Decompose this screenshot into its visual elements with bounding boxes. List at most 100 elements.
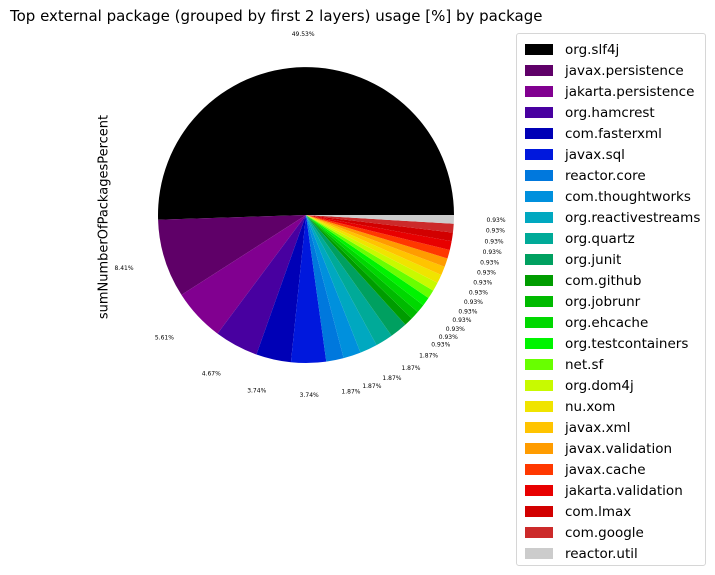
- data-label-javax-persistence: 8.41%: [114, 265, 133, 272]
- pie-slice-org-slf4j: [158, 67, 455, 220]
- legend-swatch: [525, 65, 553, 76]
- pie-slice-com-lmax: [306, 215, 453, 242]
- data-label-javax-sql: 3.74%: [300, 392, 319, 399]
- legend-swatch: [525, 422, 553, 433]
- legend-entry: reactor.util: [525, 543, 705, 564]
- pie-slice-org-hamcrest: [217, 215, 306, 355]
- legend-swatch: [525, 485, 553, 496]
- legend-swatch: [525, 170, 553, 181]
- data-label-com-lmax: 0.93%: [485, 238, 504, 245]
- legend-label: com.lmax: [565, 503, 632, 520]
- pie-slice-javax-cache: [306, 215, 450, 259]
- data-label-org-quartz: 1.87%: [401, 365, 420, 372]
- legend-swatch: [525, 443, 553, 454]
- pie-chart: 49.53%8.41%5.61%4.67%3.74%3.74% 1.87%1.87…: [114, 31, 505, 399]
- data-label-org-ehcache: 0.93%: [446, 326, 465, 333]
- legend-entry: org.testcontainers: [525, 333, 705, 354]
- legend-label: org.junit: [565, 251, 622, 268]
- legend-swatch: [525, 107, 553, 118]
- legend-label: com.github: [565, 272, 642, 289]
- legend-entry: org.junit: [525, 249, 705, 270]
- legend-label: net.sf: [565, 356, 604, 373]
- legend-entry: org.reactivestreams: [525, 207, 705, 228]
- legend-label: org.quartz: [565, 230, 635, 247]
- data-label-com-thoughtworks: 1.87%: [362, 383, 381, 390]
- data-label-com-fasterxml: 3.74%: [247, 388, 266, 395]
- legend-swatch: [525, 359, 553, 370]
- legend-entry: javax.xml: [525, 417, 705, 438]
- legend-swatch: [525, 380, 553, 391]
- legend-label: org.hamcrest: [565, 104, 655, 121]
- legend-label: jakarta.validation: [565, 482, 683, 499]
- legend-label: javax.sql: [565, 146, 625, 163]
- legend-entry: org.dom4j: [525, 375, 705, 396]
- pie-slice-com-google: [306, 215, 454, 233]
- data-label-javax-cache: 0.93%: [480, 259, 499, 266]
- legend-entry: com.thoughtworks: [525, 186, 705, 207]
- pie-slice-org-ehcache: [306, 215, 424, 313]
- legend-entry: net.sf: [525, 354, 705, 375]
- pie-slice-javax-persistence: [158, 215, 306, 295]
- legend-entry: javax.sql: [525, 144, 705, 165]
- legend-swatch: [525, 275, 553, 286]
- legend-label: javax.validation: [565, 440, 673, 457]
- pie-slice-com-github: [306, 215, 412, 325]
- legend-swatch: [525, 254, 553, 265]
- legend-entry: org.quartz: [525, 228, 705, 249]
- data-label-com-github: 0.93%: [431, 342, 450, 349]
- pie-slice-jakarta-persistence: [181, 215, 306, 334]
- legend-label: org.reactivestreams: [565, 209, 701, 226]
- legend-swatch: [525, 233, 553, 244]
- legend-swatch: [525, 44, 553, 55]
- pie-slice-nu-xom: [306, 215, 442, 283]
- legend-entry: jakarta.validation: [525, 480, 705, 501]
- pie-slice-org-quartz: [306, 215, 392, 346]
- pie-slice-org-dom4j: [306, 215, 438, 291]
- legend-label: org.jobrunr: [565, 293, 641, 310]
- data-label-org-hamcrest: 4.67%: [202, 371, 221, 378]
- legend-entry: org.slf4j: [525, 39, 705, 60]
- legend-swatch: [525, 212, 553, 223]
- pie-slice-org-jobrunr: [306, 215, 418, 319]
- legend-entry: nu.xom: [525, 396, 705, 417]
- data-label-org-slf4j: 49.53%: [292, 31, 315, 38]
- pie-slice-javax-validation: [306, 215, 448, 267]
- legend-entry: org.ehcache: [525, 312, 705, 333]
- legend-swatch: [525, 338, 553, 349]
- legend-swatch: [525, 464, 553, 475]
- data-label-jakarta-persistence: 5.61%: [155, 335, 174, 342]
- legend-swatch: [525, 527, 553, 538]
- pie-slice-jakarta-validation: [306, 215, 452, 250]
- pie-slice-reactor-core: [306, 215, 344, 362]
- data-label-org-testcontainers: 0.93%: [452, 317, 471, 324]
- legend-entry: javax.persistence: [525, 60, 705, 81]
- data-label-javax-validation: 0.93%: [477, 270, 496, 277]
- data-label-jakarta-validation: 0.93%: [483, 249, 502, 256]
- legend-entry: reactor.core: [525, 165, 705, 186]
- pie-slice-javax-xml: [306, 215, 445, 275]
- pie-slice-org-reactivestreams: [306, 215, 377, 353]
- pie-slice-javax-sql: [290, 215, 327, 363]
- legend-entry: javax.cache: [525, 459, 705, 480]
- legend-label: javax.persistence: [565, 62, 684, 79]
- pie-slice-org-junit: [306, 215, 406, 336]
- data-label-javax-xml: 0.93%: [473, 280, 492, 287]
- legend-entry: com.google: [525, 522, 705, 543]
- data-label-org-dom4j: 0.93%: [464, 299, 483, 306]
- legend-entry: com.github: [525, 270, 705, 291]
- legend-label: com.google: [565, 524, 644, 541]
- legend-label: org.dom4j: [565, 377, 634, 394]
- data-label-nu-xom: 0.93%: [469, 290, 488, 297]
- legend-entry: org.hamcrest: [525, 102, 705, 123]
- data-label-net-sf: 0.93%: [458, 308, 477, 315]
- data-label-reactor-core: 1.87%: [341, 389, 360, 396]
- pie-slice-org-testcontainers: [306, 215, 429, 306]
- data-label-org-jobrunr: 0.93%: [439, 334, 458, 341]
- legend-label: javax.cache: [565, 461, 646, 478]
- legend-swatch: [525, 506, 553, 517]
- legend: org.slf4j javax.persistence jakarta.persis…: [516, 33, 706, 566]
- legend-swatch: [525, 128, 553, 139]
- legend-entry: javax.validation: [525, 438, 705, 459]
- pie-slice-com-fasterxml: [256, 215, 306, 363]
- legend-swatch: [525, 317, 553, 328]
